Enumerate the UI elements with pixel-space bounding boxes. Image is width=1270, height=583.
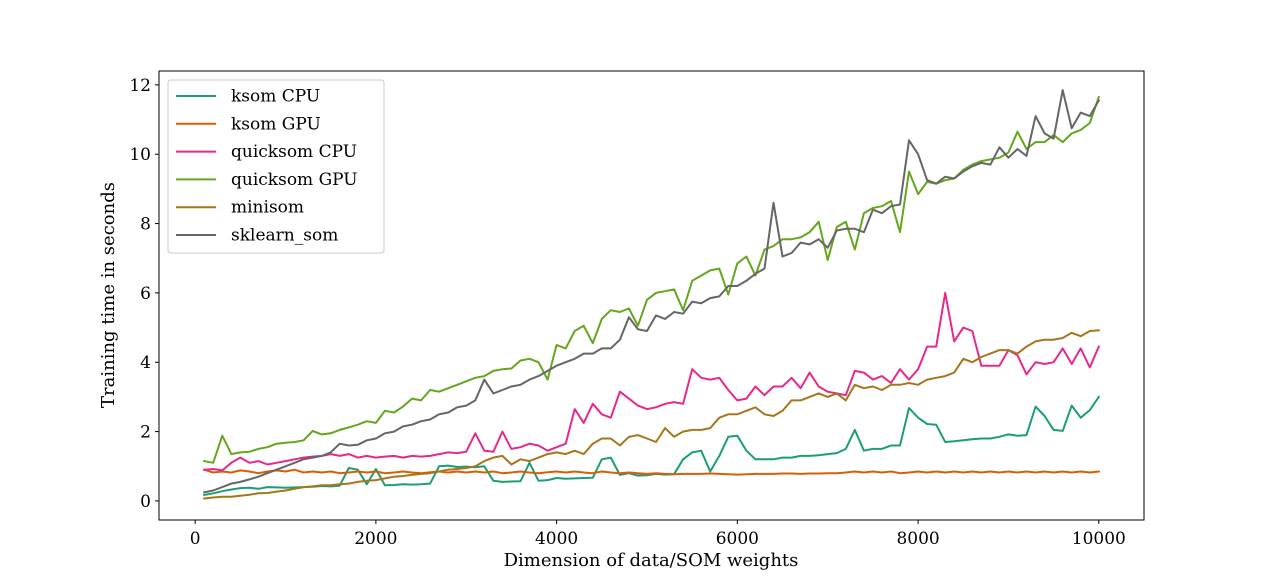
legend: ksom CPU ksom GPU quicksom CPU quicksom GPU… [167, 79, 385, 254]
y-tick-label: 4 [140, 353, 151, 373]
series-line-6 [203, 89, 1101, 494]
y-axis-label: Training time in seconds [98, 182, 119, 408]
legend-label: quicksom GPU [231, 170, 358, 190]
x-tick-label: 8000 [896, 529, 939, 549]
y-axis-ticks: 0 2 4 6 8 10 12 [129, 76, 159, 512]
series-line-2 [202, 468, 1100, 476]
legend-label: minisom [231, 198, 304, 218]
x-axis-label: Dimension of data/SOM weights [504, 550, 799, 571]
legend-label: sklearn_som [231, 226, 338, 246]
series-line-1 [203, 395, 1101, 497]
y-tick-label: 0 [140, 492, 151, 512]
series-line-3 [203, 291, 1101, 472]
legend-label: ksom GPU [231, 114, 321, 134]
x-tick-label: 2000 [354, 529, 397, 549]
legend-label: quicksom CPU [231, 142, 357, 162]
x-tick-label: 4000 [535, 529, 578, 549]
x-tick-label: 10000 [1072, 529, 1126, 549]
y-tick-label: 12 [129, 76, 151, 96]
series-line-4 [203, 95, 1101, 464]
y-tick-label: 6 [140, 284, 151, 304]
series-line-5 [203, 329, 1100, 500]
y-tick-label: 8 [140, 215, 151, 235]
y-tick-label: 2 [140, 423, 151, 443]
x-axis-ticks: 0 2000 4000 6000 8000 10000 [190, 520, 1126, 549]
x-tick-label: 6000 [716, 529, 759, 549]
legend-label: ksom CPU [231, 87, 320, 107]
plot-frame [158, 70, 1145, 521]
series-layer [202, 89, 1101, 500]
legend-frame [167, 79, 385, 254]
y-tick-label: 10 [129, 145, 151, 165]
x-tick-label: 0 [190, 529, 201, 549]
